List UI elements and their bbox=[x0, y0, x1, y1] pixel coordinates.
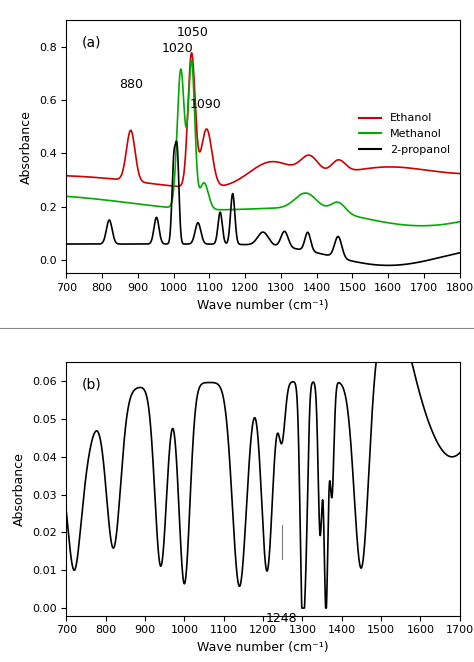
Legend: Ethanol, Methanol, 2-propanol: Ethanol, Methanol, 2-propanol bbox=[354, 109, 454, 159]
Y-axis label: Absorbance: Absorbance bbox=[20, 110, 33, 183]
Text: (a): (a) bbox=[82, 35, 101, 49]
X-axis label: Wave number (cm⁻¹): Wave number (cm⁻¹) bbox=[197, 641, 329, 654]
Text: 1020: 1020 bbox=[161, 42, 193, 54]
Y-axis label: Absorbance: Absorbance bbox=[13, 452, 27, 526]
X-axis label: Wave number (cm⁻¹): Wave number (cm⁻¹) bbox=[197, 299, 329, 312]
Text: 880: 880 bbox=[119, 77, 143, 91]
Text: 1248: 1248 bbox=[266, 612, 298, 625]
Text: 1050: 1050 bbox=[176, 26, 208, 38]
Text: (b): (b) bbox=[82, 377, 102, 391]
Text: 1090: 1090 bbox=[190, 97, 222, 111]
